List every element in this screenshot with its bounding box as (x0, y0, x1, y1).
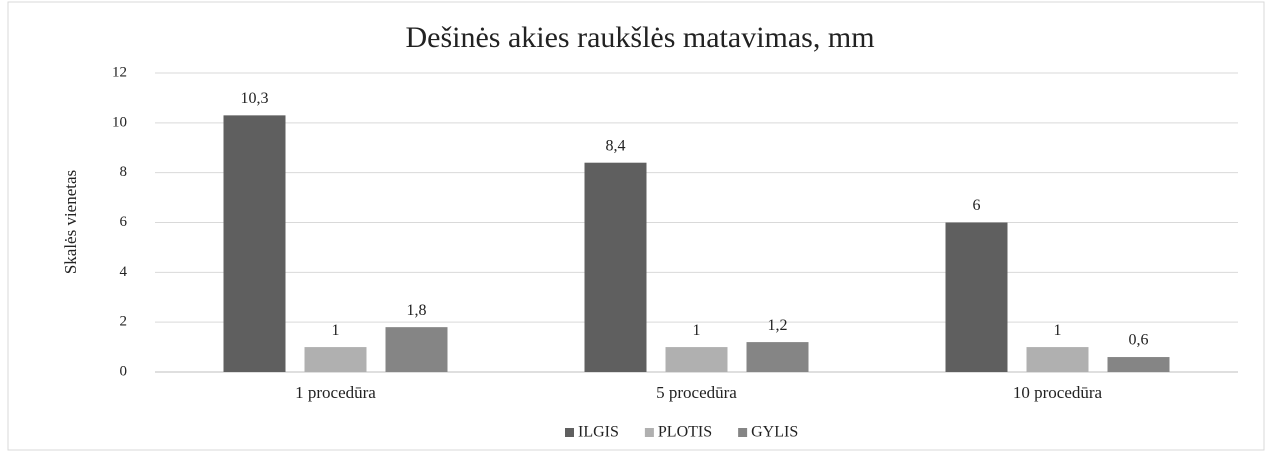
chart-title: Dešinės akies raukšlės matavimas, mm (405, 21, 874, 54)
data-label: 8,4 (606, 137, 626, 154)
data-label: 1 (693, 322, 701, 339)
data-label: 1,2 (768, 317, 788, 334)
y-tick-label: 6 (120, 214, 128, 230)
legend-label: PLOTIS (658, 424, 712, 441)
y-tick-label: 4 (120, 264, 128, 280)
bar (304, 347, 367, 372)
legend-swatch (565, 428, 574, 437)
bar (385, 327, 448, 372)
y-tick-label: 8 (120, 164, 128, 180)
bar (1026, 347, 1089, 372)
legend-label: GYLIS (751, 424, 798, 441)
data-label: 1 (1054, 322, 1062, 339)
y-axis-label: Skalės vienetas (61, 170, 80, 274)
y-tick-label: 2 (120, 314, 128, 330)
y-tick-label: 10 (112, 114, 127, 130)
x-tick-label: 5 procedūra (656, 383, 737, 402)
data-label: 1,8 (407, 302, 427, 319)
bar (1107, 357, 1170, 372)
legend-swatch (738, 428, 748, 437)
data-label: 0,6 (1129, 332, 1149, 349)
y-tick-label: 0 (120, 363, 128, 379)
data-label: 10,3 (241, 90, 269, 107)
x-tick-label: 10 procedūra (1013, 383, 1103, 402)
data-label: 6 (973, 197, 981, 214)
y-tick-label: 12 (112, 64, 127, 80)
bar (746, 342, 809, 372)
bar (665, 347, 728, 372)
bar (223, 115, 286, 372)
x-tick-label: 1 procedūra (295, 383, 376, 402)
bar (945, 222, 1008, 372)
data-label: 1 (332, 322, 340, 339)
legend-label: ILGIS (578, 424, 619, 441)
bar (584, 162, 647, 372)
legend-swatch (644, 428, 654, 437)
